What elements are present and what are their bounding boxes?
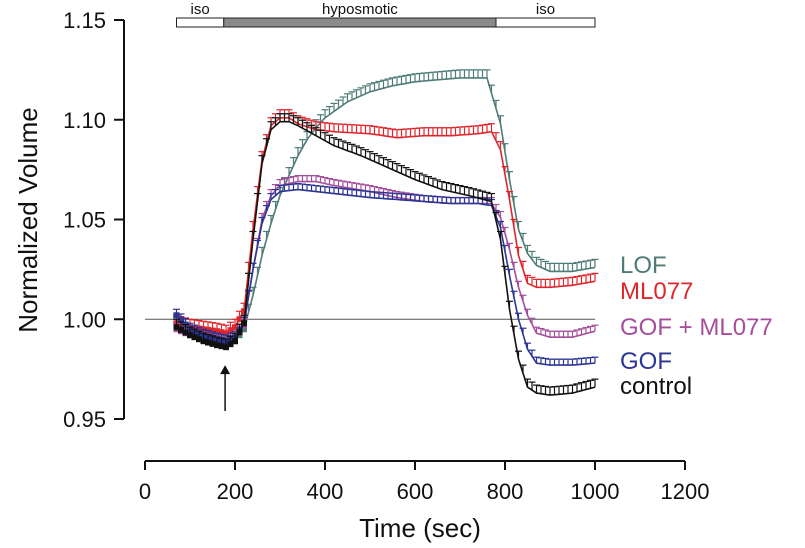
marker-4-3 — [187, 332, 193, 339]
marker-1-8 — [209, 327, 216, 334]
marker-1-12 — [227, 327, 234, 334]
series-0 — [173, 69, 599, 349]
marker-1-10 — [218, 329, 225, 336]
marker-4-7 — [205, 339, 211, 346]
marker-4-4 — [191, 334, 198, 341]
marker-4-8 — [209, 340, 216, 347]
y-axis-title: Normalized Volume — [13, 107, 43, 332]
x-axis: 0 200 400 600 800 1000 1200 — [139, 460, 710, 504]
marker-4-9 — [214, 342, 220, 349]
series-line-0 — [176, 77, 596, 347]
x-axis-title: Time (sec) — [359, 513, 481, 543]
legend-label-4: control — [620, 373, 692, 400]
x-tick-label-4: 800 — [487, 479, 524, 504]
legend-label-3: GOF — [620, 348, 672, 375]
condition-segment-2 — [495, 17, 596, 28]
series-line-4 — [176, 120, 596, 396]
legend-label-0: LOF — [620, 252, 667, 279]
condition-label-2: iso — [536, 1, 555, 18]
x-tick-label-1: 200 — [217, 479, 254, 504]
series-group — [173, 69, 599, 396]
legend-label-1: ML077 — [620, 278, 693, 305]
x-tick-label-0: 0 — [139, 479, 151, 504]
marker-4-12 — [227, 341, 234, 348]
condition-segment-0 — [176, 17, 225, 28]
marker-3-1 — [178, 316, 184, 323]
y-tick-label-4: 1.15 — [63, 8, 106, 33]
marker-1-11 — [223, 330, 229, 337]
marker-3-0 — [173, 312, 180, 319]
marker-4-2 — [182, 329, 189, 336]
marker-4-13 — [232, 338, 238, 345]
marker-4-5 — [196, 336, 202, 343]
marker-4-15 — [241, 320, 247, 327]
marker-4-11 — [223, 344, 229, 351]
series-line-3 — [175, 188, 596, 366]
series-line-1 — [176, 117, 596, 335]
condition-segment-1 — [223, 17, 497, 28]
y-tick-label-0: 0.95 — [63, 407, 106, 432]
arrow-head — [220, 365, 231, 375]
x-tick-label-6: 1200 — [661, 479, 710, 504]
arrow-annotation — [220, 365, 231, 412]
y-tick-label-1: 1.00 — [63, 307, 106, 332]
marker-1-13 — [232, 324, 238, 331]
marker-4-6 — [200, 338, 207, 345]
marker-4-10 — [218, 343, 225, 350]
marker-4-1 — [178, 326, 184, 333]
marker-1-7 — [205, 326, 211, 333]
legend-label-2: GOF + ML077 — [620, 314, 773, 341]
y-tick-label-3: 1.10 — [63, 108, 106, 133]
y-axis: 0.95 1.00 1.05 1.10 1.15 — [63, 8, 125, 432]
series-1 — [173, 109, 599, 337]
marker-4-0 — [173, 324, 180, 331]
y-tick-label-2: 1.05 — [63, 208, 106, 233]
series-4 — [173, 113, 599, 396]
condition-label-0: iso — [191, 1, 210, 18]
condition-label-1: hyposmotic — [322, 1, 398, 18]
marker-4-14 — [236, 329, 243, 336]
x-tick-label-2: 400 — [307, 479, 344, 504]
marker-1-9 — [214, 328, 220, 335]
marker-1-14 — [236, 316, 243, 323]
marker-0-15 — [241, 326, 247, 333]
x-tick-label-3: 600 — [397, 479, 434, 504]
condition-bar: iso hyposmotic iso — [176, 1, 596, 28]
marker-1-15 — [241, 308, 247, 315]
x-tick-label-5: 1000 — [571, 479, 620, 504]
